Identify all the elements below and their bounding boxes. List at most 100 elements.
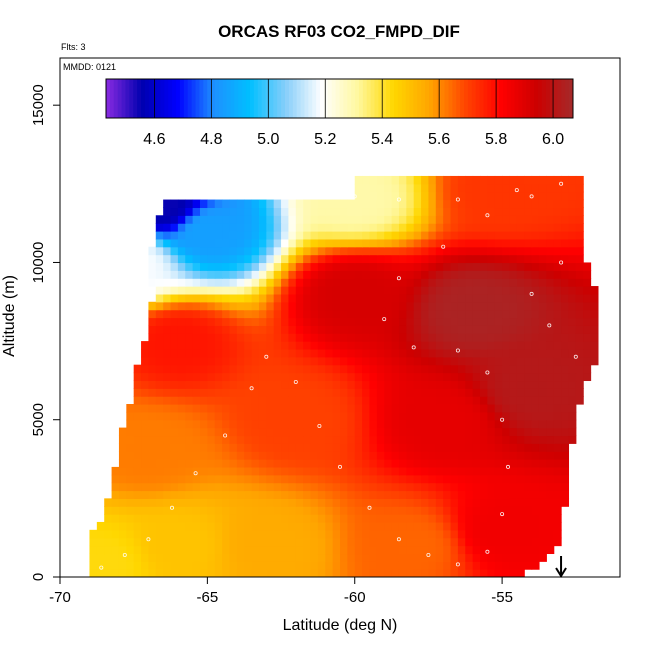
heatmap-cell: [273, 396, 282, 405]
heatmap-cell: [258, 293, 267, 303]
heatmap-cell: [524, 191, 533, 201]
heatmap-cell: [480, 293, 488, 303]
heatmap-cell: [200, 396, 208, 405]
heatmap-cell: [273, 215, 282, 224]
track-point: [455, 562, 460, 567]
heatmap-cell: [531, 451, 540, 460]
heatmap-cell: [185, 246, 194, 256]
heatmap-cell: [200, 561, 208, 570]
heatmap-cell: [170, 207, 179, 216]
heatmap-cell: [192, 529, 201, 539]
heatmap-cell: [421, 380, 430, 389]
heatmap-cell: [133, 443, 142, 452]
heatmap-cell: [428, 443, 437, 452]
heatmap-cell: [340, 238, 348, 248]
heatmap-cell: [148, 427, 157, 437]
heatmap-cell: [443, 372, 452, 382]
heatmap-cell: [141, 364, 150, 374]
heatmap-cell: [443, 506, 452, 515]
heatmap-cell: [155, 223, 164, 232]
heatmap-cell: [421, 199, 430, 209]
heatmap-cell: [502, 231, 511, 240]
heatmap-cell: [428, 474, 437, 484]
heatmap-cell: [553, 301, 562, 311]
heatmap-cell: [295, 341, 304, 350]
heatmap-cell: [398, 474, 407, 484]
heatmap-cell: [258, 286, 267, 295]
heatmap-cell: [340, 537, 348, 547]
heatmap-cell: [568, 427, 577, 437]
heatmap-cell: [391, 553, 400, 562]
heatmap-cell: [391, 191, 400, 201]
heatmap-cell: [163, 466, 172, 476]
heatmap-cell: [583, 286, 592, 295]
heatmap-cell: [155, 427, 164, 437]
heatmap-cell: [192, 482, 201, 492]
heatmap-cell: [465, 191, 474, 201]
heatmap-cell: [332, 459, 341, 468]
heatmap-cell: [200, 231, 208, 240]
heatmap-cell: [340, 490, 348, 499]
heatmap-cell: [465, 215, 474, 224]
heatmap-cell: [502, 419, 511, 429]
heatmap-cell: [480, 364, 488, 374]
heatmap-cell: [288, 443, 297, 452]
heatmap-cell: [222, 231, 231, 240]
heatmap-cell: [317, 246, 326, 256]
heatmap-cell: [200, 293, 208, 303]
heatmap-cell: [317, 569, 326, 577]
heatmap-cell: [384, 183, 393, 193]
heatmap-cell: [303, 553, 312, 562]
heatmap-cell: [185, 364, 194, 374]
heatmap-cell: [384, 482, 393, 492]
heatmap-cell: [200, 506, 208, 515]
heatmap-cell: [170, 341, 179, 350]
heatmap-cell: [214, 238, 223, 248]
heatmap-cell: [354, 293, 363, 303]
heatmap-cell: [376, 254, 385, 264]
heatmap-cell: [141, 459, 150, 468]
heatmap-cell: [200, 451, 208, 460]
heatmap-cell: [524, 364, 533, 374]
heatmap-cell: [583, 372, 592, 382]
heatmap-cell: [516, 183, 525, 193]
heatmap-cell: [295, 238, 304, 248]
heatmap-cell: [487, 317, 496, 326]
heatmap-cell: [148, 325, 157, 334]
heatmap-cell: [214, 482, 223, 492]
heatmap-cell: [133, 404, 142, 413]
heatmap-cell: [480, 223, 488, 232]
heatmap-cell: [207, 215, 216, 224]
heatmap-cell: [413, 278, 422, 287]
heatmap-cell: [421, 286, 430, 295]
heatmap-cell: [413, 301, 422, 311]
heatmap-cell: [163, 419, 172, 429]
heatmap-cell: [421, 238, 430, 248]
heatmap-cell: [185, 537, 194, 547]
colorbar-segment: [565, 79, 570, 118]
heatmap-cell: [428, 553, 437, 562]
colorbar-segment: [351, 79, 356, 118]
heatmap-cell: [340, 341, 348, 350]
heatmap-cell: [516, 325, 525, 334]
heatmap-cell: [325, 482, 334, 492]
heatmap-cell: [111, 498, 120, 507]
heatmap-cell: [200, 553, 208, 562]
heatmap-cell: [472, 482, 481, 492]
heatmap-cell: [104, 521, 113, 531]
heatmap-cell: [266, 411, 275, 421]
heatmap-cell: [281, 451, 290, 460]
heatmap-cell: [487, 199, 496, 209]
heatmap-cell: [450, 223, 459, 232]
heatmap-cell: [487, 238, 496, 248]
heatmap-cell: [251, 427, 260, 437]
heatmap-cell: [494, 356, 503, 366]
heatmap-cell: [480, 341, 488, 350]
heatmap-cell: [568, 356, 577, 366]
heatmap-cell: [207, 317, 216, 326]
track-point: [293, 379, 298, 384]
heatmap-cell: [384, 380, 393, 389]
heatmap-cell: [288, 301, 297, 311]
heatmap-cell: [354, 309, 363, 319]
colorbar-segment: [117, 79, 123, 118]
